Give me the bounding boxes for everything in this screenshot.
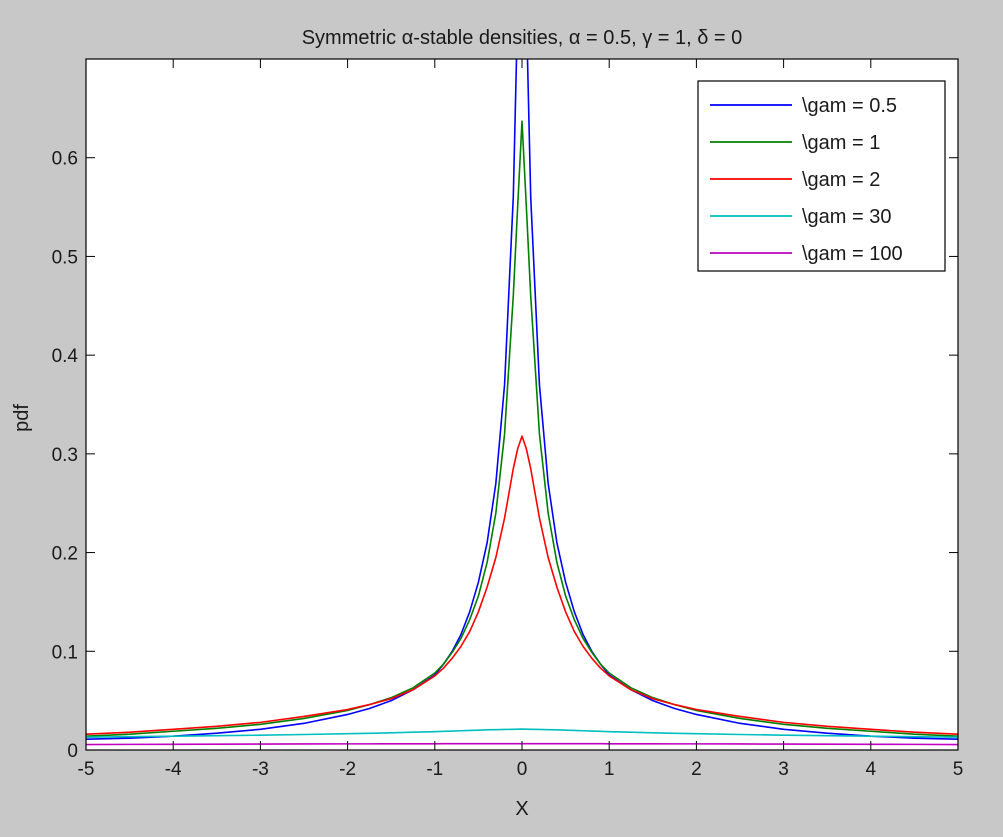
y-tick-label: 0 bbox=[67, 741, 78, 762]
series-line-3 bbox=[86, 435, 958, 736]
legend-label: \gam = 30 bbox=[802, 206, 892, 228]
series-layer bbox=[86, 59, 958, 746]
y-tick-label: 0.1 bbox=[52, 642, 78, 663]
legend-entry: \gam = 0.5 bbox=[710, 95, 897, 117]
x-tick-label: 5 bbox=[953, 759, 964, 780]
y-tick-label: 0.2 bbox=[52, 544, 78, 565]
ticks-layer: -5 -4 -3 -2 -1 0 1 2 3 4 5 0 0.1 0.2 0.3 0.4 0.5 0.6 bbox=[52, 59, 964, 780]
x-tick-label: 4 bbox=[866, 759, 877, 780]
y-axis-label: pdf bbox=[11, 404, 33, 432]
x-tick-label: 2 bbox=[691, 759, 702, 780]
y-tick-label: 0.6 bbox=[52, 149, 78, 170]
legend-entry: \gam = 2 bbox=[710, 169, 880, 191]
x-tick-label: -4 bbox=[165, 759, 182, 780]
legend-box bbox=[697, 80, 946, 272]
x-tick-label: 3 bbox=[778, 759, 789, 780]
legend-entry: \gam = 30 bbox=[710, 206, 892, 228]
y-tick-label: 0.4 bbox=[52, 346, 79, 367]
x-tick-label: -5 bbox=[78, 759, 95, 780]
legend-label: \gam = 2 bbox=[802, 169, 880, 191]
legend-label: \gam = 0.5 bbox=[802, 95, 897, 117]
legend-label: \gam = 1 bbox=[802, 132, 880, 154]
x-tick-label: -1 bbox=[426, 759, 443, 780]
legend-entry: \gam = 100 bbox=[710, 243, 903, 265]
y-tick-label: 0.3 bbox=[52, 445, 78, 466]
y-tick-label: 0.5 bbox=[52, 247, 78, 268]
series-line-1 bbox=[86, 59, 958, 740]
series-line-4 bbox=[86, 728, 958, 738]
legend: \gam = 0.5 \gam = 1 \gam = 2 \gam = 30 \gam … bbox=[697, 80, 946, 272]
legend-items: \gam = 0.5 \gam = 1 \gam = 2 \gam = 30 \gam … bbox=[710, 95, 903, 265]
x-tick-label: -3 bbox=[252, 759, 269, 780]
legend-entry: \gam = 1 bbox=[710, 132, 880, 154]
legend-label: \gam = 100 bbox=[802, 243, 903, 265]
x-axis-label: X bbox=[515, 798, 528, 820]
x-tick-label: 1 bbox=[604, 759, 615, 780]
chart-title: Symmetric α-stable densities, α = 0.5, γ… bbox=[302, 27, 743, 49]
x-tick-label: 0 bbox=[517, 759, 528, 780]
x-tick-label: -2 bbox=[339, 759, 356, 780]
